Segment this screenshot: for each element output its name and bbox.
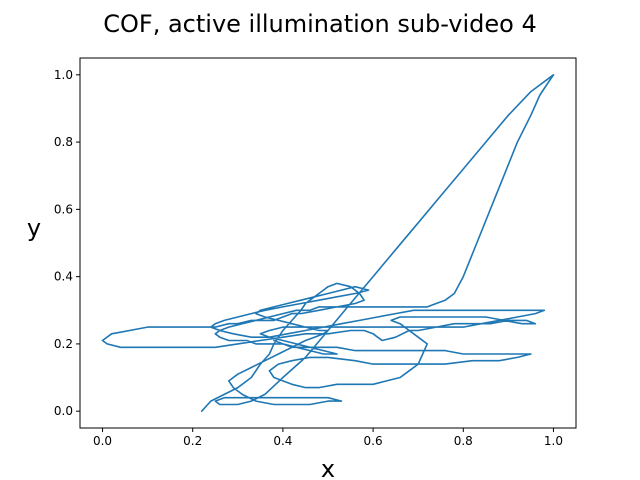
- x-tick-label: 0.4: [273, 434, 292, 448]
- y-axis-label: y: [27, 214, 41, 242]
- x-axis-label: x: [321, 455, 335, 480]
- chart-title: COF, active illumination sub-video 4: [103, 10, 537, 38]
- x-tick-label: 0.8: [454, 434, 473, 448]
- plot-frame: [79, 57, 577, 429]
- x-ticks: 0.0 0.2 0.4 0.6 0.8 1.0: [93, 428, 563, 448]
- x-tick-label: 0.2: [183, 434, 202, 448]
- x-tick-label: 1.0: [544, 434, 563, 448]
- y-ticks: 0.0 0.2 0.4 0.6 0.8 1.0: [54, 68, 80, 418]
- y-tick-label: 1.0: [54, 68, 73, 82]
- y-tick-label: 0.2: [54, 337, 73, 351]
- y-tick-label: 0.0: [54, 404, 73, 418]
- x-tick-label: 0.6: [364, 434, 383, 448]
- x-tick-label: 0.0: [93, 434, 112, 448]
- y-tick-label: 0.8: [54, 135, 73, 149]
- series-line: [101, 74, 555, 412]
- y-tick-label: 0.4: [54, 270, 73, 284]
- y-tick-label: 0.6: [54, 202, 73, 216]
